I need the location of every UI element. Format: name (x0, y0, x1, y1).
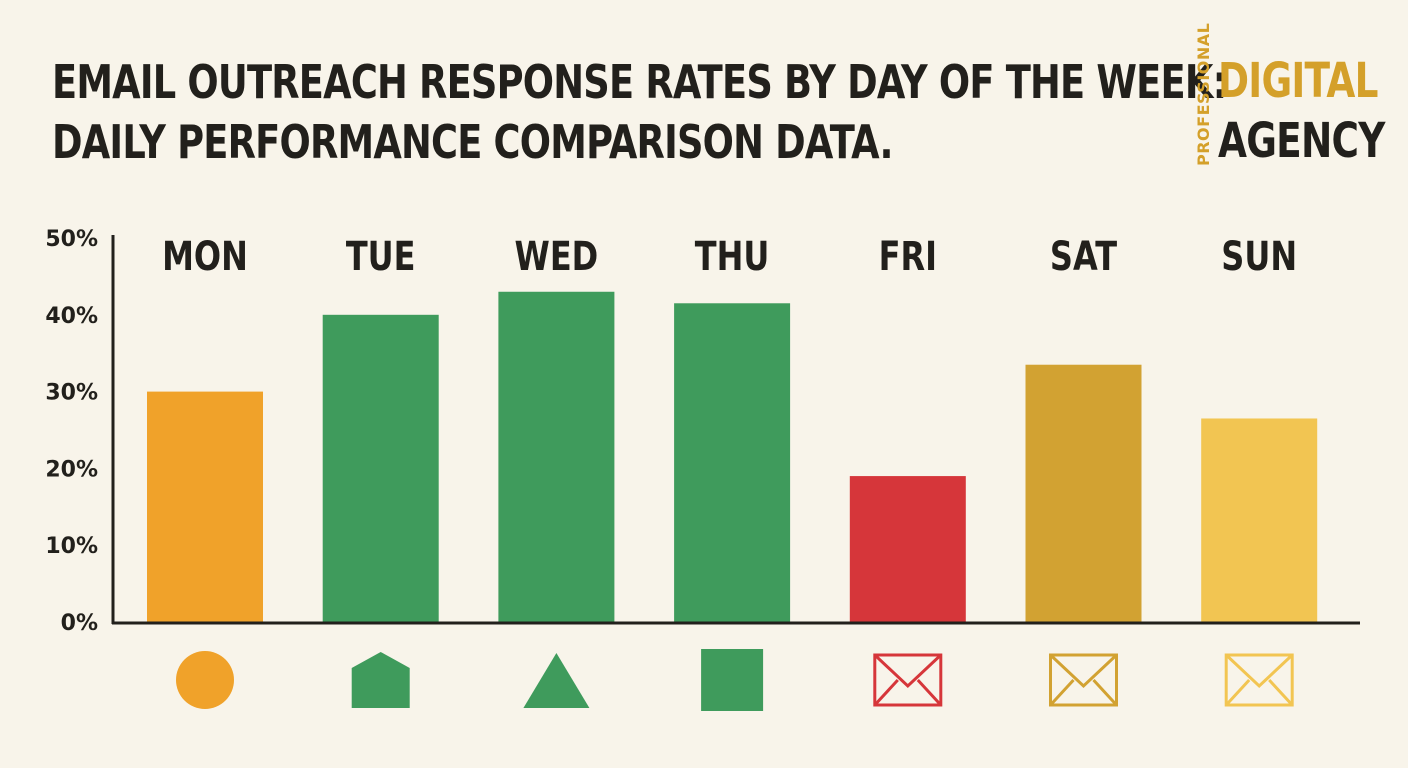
category-label-thu: THU (695, 232, 770, 279)
y-axis-ticks: 0% 10% 20% 30% 40% 50% (45, 227, 98, 636)
y-tick-label: 20% (45, 457, 98, 482)
category-label-sun: SUN (1221, 232, 1297, 279)
category-icons (176, 649, 1294, 711)
bars (147, 291, 1318, 622)
envelope-icon (873, 653, 943, 707)
logo-word-digital: DIGITAL (1218, 53, 1378, 109)
category-label-fri: FRI (879, 232, 937, 279)
envelope-icon (1049, 653, 1118, 707)
bar-mon (147, 391, 263, 622)
chart-title-line-2: DAILY PERFORMANCE COMPARISON DATA. (52, 115, 894, 169)
square-icon (701, 649, 764, 711)
category-label-wed: WED (515, 232, 599, 279)
pentagon-icon (351, 652, 410, 708)
bar-sat (1025, 364, 1142, 622)
category-label-sat: SAT (1050, 232, 1117, 279)
category-label-tue: TUE (346, 232, 416, 279)
envelope-icon (1224, 653, 1294, 707)
bar-wed (498, 291, 615, 622)
agency-logo: PROFESSIONAL DIGITAL AGENCY (1194, 23, 1385, 172)
category-labels: MON TUE WED THU FRI SAT SUN (162, 232, 1297, 279)
bar-tue (322, 314, 439, 622)
category-label-mon: MON (162, 232, 248, 279)
y-tick-label: 30% (45, 381, 98, 406)
bar-fri (849, 476, 966, 622)
logo-word-agency: AGENCY (1218, 113, 1385, 169)
y-tick-label: 10% (45, 534, 98, 559)
bar-sun (1201, 418, 1318, 622)
circle-icon (176, 651, 234, 709)
y-tick-label: 50% (45, 227, 98, 252)
y-tick-label: 0% (61, 611, 98, 636)
y-tick-label: 40% (45, 304, 98, 329)
bar-thu (674, 303, 791, 622)
triangle-icon (523, 653, 590, 708)
